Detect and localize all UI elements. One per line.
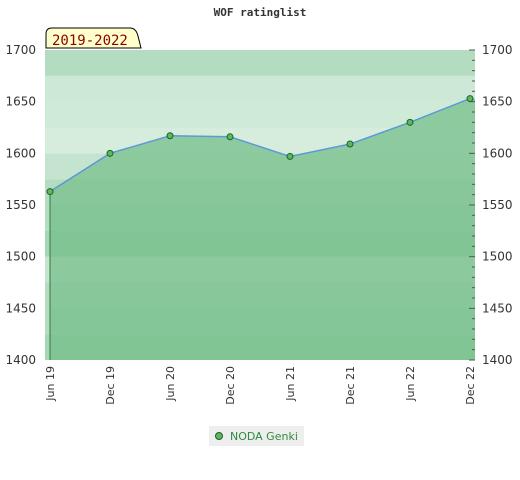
data-point (286, 152, 294, 160)
x-tick-label: Dec 20 (224, 366, 237, 405)
y-tick-label-right: 1500 (482, 250, 513, 264)
y-tick-label-right: 1600 (482, 146, 513, 160)
y-tick-label-right: 1450 (482, 301, 513, 315)
y-tick-label-left: 1650 (5, 95, 36, 109)
y-axis-right: 1400 1450 1500 1550 1600 1650 1700 (469, 43, 513, 367)
band (45, 50, 475, 76)
legend-label: NODA Genki (230, 429, 298, 443)
y-tick-label-right: 1550 (482, 198, 513, 212)
data-point (46, 188, 54, 196)
chart-title: WOF ratinglist (214, 6, 307, 19)
period-label: 2019-2022 (52, 33, 128, 49)
y-tick-label-right: 1400 (482, 353, 513, 367)
fill-stripe (45, 205, 475, 257)
data-point (466, 95, 474, 103)
series-line (49, 97, 471, 193)
y-tick-label-left: 1400 (5, 353, 36, 367)
y-tick-label-left: 1600 (5, 146, 36, 160)
area-fill-path (50, 98, 475, 361)
data-points (46, 95, 474, 196)
y-tick-label-left: 1700 (5, 43, 36, 57)
period-badge: 2019-2022 (45, 27, 142, 49)
fill-stripe (45, 101, 475, 154)
y-tick-label-right: 1650 (482, 95, 513, 109)
area-fill (45, 98, 475, 361)
x-tick-label: Jun 19 (44, 366, 57, 402)
data-point (166, 132, 174, 140)
series-line-path (49, 97, 471, 193)
data-point (226, 133, 234, 141)
data-point (106, 149, 114, 157)
legend[interactable]: NODA Genki (209, 426, 304, 446)
x-tick-label: Jun 21 (284, 366, 297, 402)
x-tick-label: Jun 22 (404, 366, 417, 402)
y-tick-label-left: 1500 (5, 250, 36, 264)
x-tick-label: Jun 20 (164, 366, 177, 402)
y-tick-label-left: 1550 (5, 198, 36, 212)
band (45, 75, 475, 102)
x-tick-label: Dec 22 (464, 366, 477, 405)
y-tick-label-left: 1450 (5, 301, 36, 315)
y-axis-left: 1400 1450 1500 1550 1600 1650 1700 (5, 43, 36, 367)
data-point (406, 118, 414, 126)
x-tick-label: Dec 19 (104, 366, 117, 405)
legend-marker-icon (215, 432, 223, 440)
x-axis: Jun 19 Dec 19 Jun 20 Dec 20 Jun 21 Dec 21 Jun … (44, 366, 477, 405)
x-tick-label: Dec 21 (344, 366, 357, 405)
fill-stripe (45, 308, 475, 360)
data-point (346, 140, 354, 148)
y-tick-label-right: 1700 (482, 43, 513, 57)
band (45, 101, 475, 128)
